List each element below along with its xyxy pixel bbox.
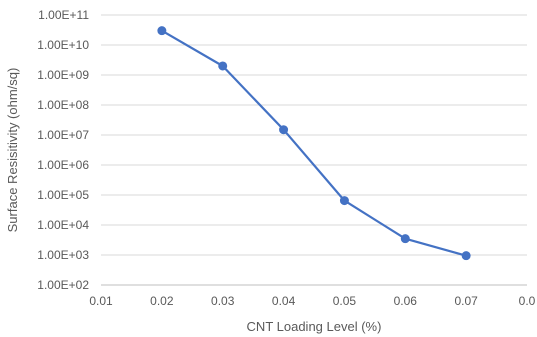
y-tick-label: 1.00E+09 <box>37 68 89 82</box>
y-tick-label: 1.00E+08 <box>37 98 89 112</box>
gridlines <box>101 14 527 256</box>
y-axis-title: Surface Resisitivity (ohm/sq) <box>5 68 20 233</box>
data-point <box>218 61 228 71</box>
x-axis-title: CNT Loading Level (%) <box>247 319 382 334</box>
y-tick-label: 1.00E+05 <box>37 188 89 202</box>
data-point <box>339 196 349 206</box>
y-tick-label: 1.00E+11 <box>38 8 89 22</box>
y-tick-label: 1.00E+07 <box>37 128 89 142</box>
x-tick-label: 0.07 <box>454 294 478 308</box>
y-tick-label: 1.00E+03 <box>37 248 89 262</box>
data-point <box>157 26 167 36</box>
y-axis-ticks: 1.00E+02 1.00E+03 1.00E+04 1.00E+05 1.00E+06… <box>37 8 89 292</box>
y-tick-label: 1.00E+10 <box>37 38 89 52</box>
x-tick-label: 0.05 <box>333 294 357 308</box>
y-tick-label: 1.00E+04 <box>37 218 89 232</box>
x-tick-label: 0.01 <box>89 294 113 308</box>
data-point <box>279 125 289 135</box>
series-group <box>157 26 471 261</box>
y-tick-label: 1.00E+06 <box>37 158 89 172</box>
x-tick-label: 0.06 <box>394 294 418 308</box>
x-tick-label: 0.02 <box>150 294 174 308</box>
series-line <box>161 29 467 257</box>
x-tick-label: 0.04 <box>272 294 296 308</box>
x-tick-label: 0.0 <box>519 294 536 308</box>
x-tick-label: 0.03 <box>211 294 235 308</box>
data-point <box>400 234 410 244</box>
data-point <box>461 251 471 261</box>
y-tick-label: 1.00E+02 <box>37 278 89 292</box>
x-axis-ticks: 0.01 0.02 0.03 0.04 0.05 0.06 0.07 0.0 <box>89 294 535 308</box>
